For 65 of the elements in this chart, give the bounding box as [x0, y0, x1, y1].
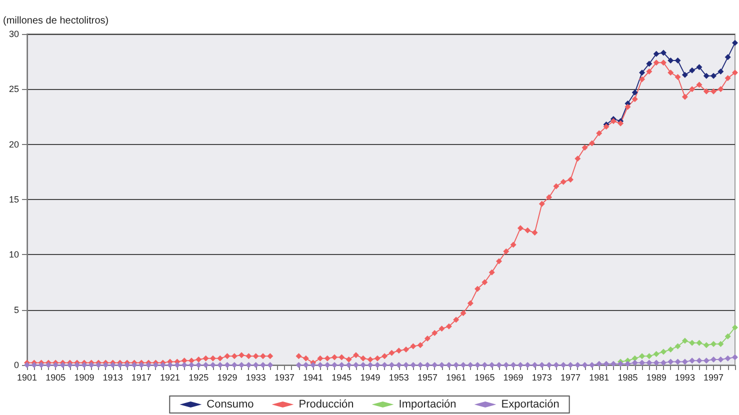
x-tick-label: 1989 — [646, 372, 666, 382]
x-tick-label: 1937 — [274, 372, 294, 382]
point — [696, 340, 702, 346]
x-tick-label: 1981 — [589, 372, 610, 382]
x-tick-label: 1977 — [560, 372, 581, 382]
point — [689, 340, 696, 346]
x-tick-label: 1921 — [160, 372, 180, 382]
x-tick-label: 1913 — [102, 372, 123, 382]
x-tick-label: 1957 — [417, 372, 438, 382]
point — [660, 348, 666, 355]
point — [639, 70, 646, 76]
y-tick-label: 5 — [14, 304, 19, 315]
point — [718, 341, 724, 348]
point — [639, 353, 646, 360]
x-tick-label: 1965 — [474, 372, 495, 382]
point — [710, 72, 717, 79]
x-tick-label: 1969 — [503, 372, 524, 382]
legend-label: Producción — [298, 398, 354, 410]
point — [724, 54, 731, 60]
x-tick-label: 1917 — [131, 372, 152, 382]
x-tick-label: 1925 — [188, 372, 209, 382]
point — [732, 324, 738, 330]
legend-label: Exportación — [501, 398, 560, 410]
point — [632, 89, 638, 96]
x-tick-label: 1929 — [217, 372, 238, 382]
x-tick-label: 1997 — [704, 372, 724, 382]
x-tick-label: 1945 — [332, 372, 352, 382]
point — [689, 67, 696, 74]
x-tick-label: 1961 — [446, 372, 466, 382]
legend-label: Consumo — [206, 398, 254, 410]
x-tick-label: 1909 — [74, 372, 94, 382]
point — [668, 346, 674, 353]
x-tick-label: 1993 — [674, 372, 695, 382]
point — [646, 60, 652, 67]
point — [653, 350, 660, 357]
y-tick-label: 30 — [8, 29, 19, 39]
point — [682, 338, 688, 344]
point — [703, 342, 710, 348]
point — [674, 343, 681, 350]
y-tick-label: 10 — [8, 250, 19, 260]
x-tick-label: 1949 — [360, 372, 380, 382]
y-tick-label: 20 — [8, 139, 19, 150]
point — [682, 72, 688, 78]
legend-label: Importación — [398, 398, 456, 410]
x-tick-label: 1941 — [303, 372, 324, 382]
y-tick-label: 15 — [8, 194, 19, 204]
point — [718, 68, 724, 75]
y-tick-label: 25 — [8, 84, 19, 94]
x-tick-label: 1953 — [388, 372, 409, 382]
x-tick-label: 1933 — [246, 372, 266, 382]
point — [696, 64, 702, 70]
point — [660, 50, 666, 56]
x-tick-label: 1973 — [532, 372, 552, 382]
x-tick-label: 1901 — [16, 372, 38, 382]
y-tick-label: 0 — [14, 360, 19, 370]
point — [732, 40, 738, 46]
x-tick-label: 1905 — [46, 372, 66, 382]
point — [674, 57, 681, 64]
x-tick-label: 1985 — [618, 372, 638, 382]
point — [703, 72, 710, 79]
point — [668, 57, 674, 64]
point — [653, 50, 660, 57]
point — [724, 333, 731, 340]
y-axis-title: (millones de hectolitros) — [3, 16, 109, 26]
point — [646, 353, 652, 360]
